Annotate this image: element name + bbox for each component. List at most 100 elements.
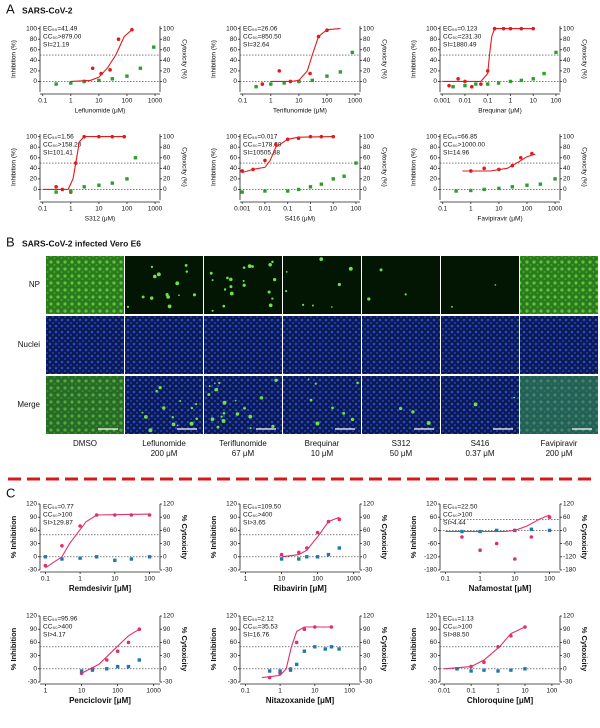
data-point [279,557,284,561]
data-point [69,81,73,85]
infected-cell [150,265,154,269]
micrograph [441,256,519,314]
fit-curve [261,626,332,679]
annotation: EC₅₀=1.13 [443,616,474,623]
infected-cell [473,402,478,407]
data-point [129,513,134,517]
data-point [455,667,459,671]
infected-cell [152,274,157,279]
infected-cell [155,389,158,393]
infected-cell [144,414,148,419]
x-tick-label: 10 [311,688,319,695]
infected-cell [141,295,145,299]
data-point [115,664,120,669]
data-point [90,66,95,71]
y2-tick-label: 100 [163,133,174,140]
data-point [278,669,282,673]
y-tick-label: 40 [430,165,438,172]
y-tick-label: 0 [433,527,437,534]
data-point [97,78,101,83]
data-point [337,647,341,651]
annotation: CC₅₀>100 [443,512,473,519]
data-point [354,161,358,165]
data-point [496,81,501,85]
data-point [554,50,558,55]
data-point [486,82,490,86]
y2-tick-label: 80 [163,36,171,43]
y2-tick-label: 60 [363,527,371,534]
y-tick-label: -30 [228,567,238,574]
infected-cell [350,417,355,422]
data-point [274,142,278,147]
infected-cell [162,406,166,410]
data-point [297,557,301,561]
data-point [43,563,48,568]
y-tick-label: 30 [230,652,238,659]
y-tick-label: 100 [226,25,237,32]
fit-curve [445,514,550,533]
data-point [482,668,486,672]
fit-curve [70,29,133,82]
y2-tick-label: 20 [363,176,371,183]
x-axis-label: Penciclovir [μM] [69,696,131,705]
annotation: SI>129.87 [43,520,73,527]
y-tick-label: 90 [430,626,438,633]
data-point [496,669,500,673]
data-point [296,550,301,555]
y-tick-label: 40 [30,165,38,172]
infected-cell [222,400,227,405]
x-tick-label: 1 [69,206,73,213]
fit-curve [42,136,125,190]
infected-cell [158,386,162,390]
y-tick-label: -30 [428,679,438,686]
y2-tick-label: 60 [363,639,371,646]
y2-tick-label: 60 [563,514,571,521]
y-axis-label: % Inhibition [9,627,18,670]
y2-tick-label: 0 [363,78,367,85]
row-label: Merge [17,400,40,409]
y2-tick-label: 0 [163,78,167,85]
data-point [538,182,543,186]
infected-cell [229,285,233,289]
annotation: SI=14.96 [443,150,470,157]
y2-tick-label: 90 [563,626,571,633]
y-tick-label: -120 [424,554,437,561]
x-tick-label: 1 [309,206,313,213]
data-point [519,78,524,83]
infected-cell [156,272,161,277]
x-tick-label: 0.01 [438,688,451,695]
annotation: EC₅₀=22.50 [443,504,478,511]
y2-tick-label: 80 [363,144,371,151]
y-axis-label: Inhibition (%) [11,40,18,78]
y-axis-label: Inhibition (%) [11,148,18,186]
y2-tick-label: 40 [163,57,171,64]
infected-cell [195,403,198,406]
x-tick-label: 1 [496,688,500,695]
x-tick-label: 1 [69,98,73,105]
data-point [90,668,95,672]
micrograph [520,316,598,374]
data-point [531,77,535,81]
y-tick-label: 0 [33,554,37,561]
column-label: 50 μM [390,449,413,458]
x-tick-label: 1000 [148,206,163,213]
y-tick-label: 0 [433,186,437,193]
data-point [482,660,486,664]
data-point [331,134,336,139]
x-axis-label: Ribavirin [μM] [273,584,327,593]
data-point [319,182,324,186]
infected-cell [285,271,288,273]
column-label: Brequinar [305,439,340,448]
data-point [509,668,513,672]
x-tick-label: 100 [122,98,133,105]
y2-tick-label: 40 [163,165,171,172]
y-axis-label: % Inhibition [209,627,218,670]
data-point [315,555,320,559]
y-tick-label: 0 [433,78,437,85]
infected-cell [192,293,197,297]
x-tick-label: 1 [278,688,282,695]
y-tick-label: 80 [30,144,38,151]
y-tick-label: 90 [30,514,38,521]
infected-cell [259,396,264,400]
